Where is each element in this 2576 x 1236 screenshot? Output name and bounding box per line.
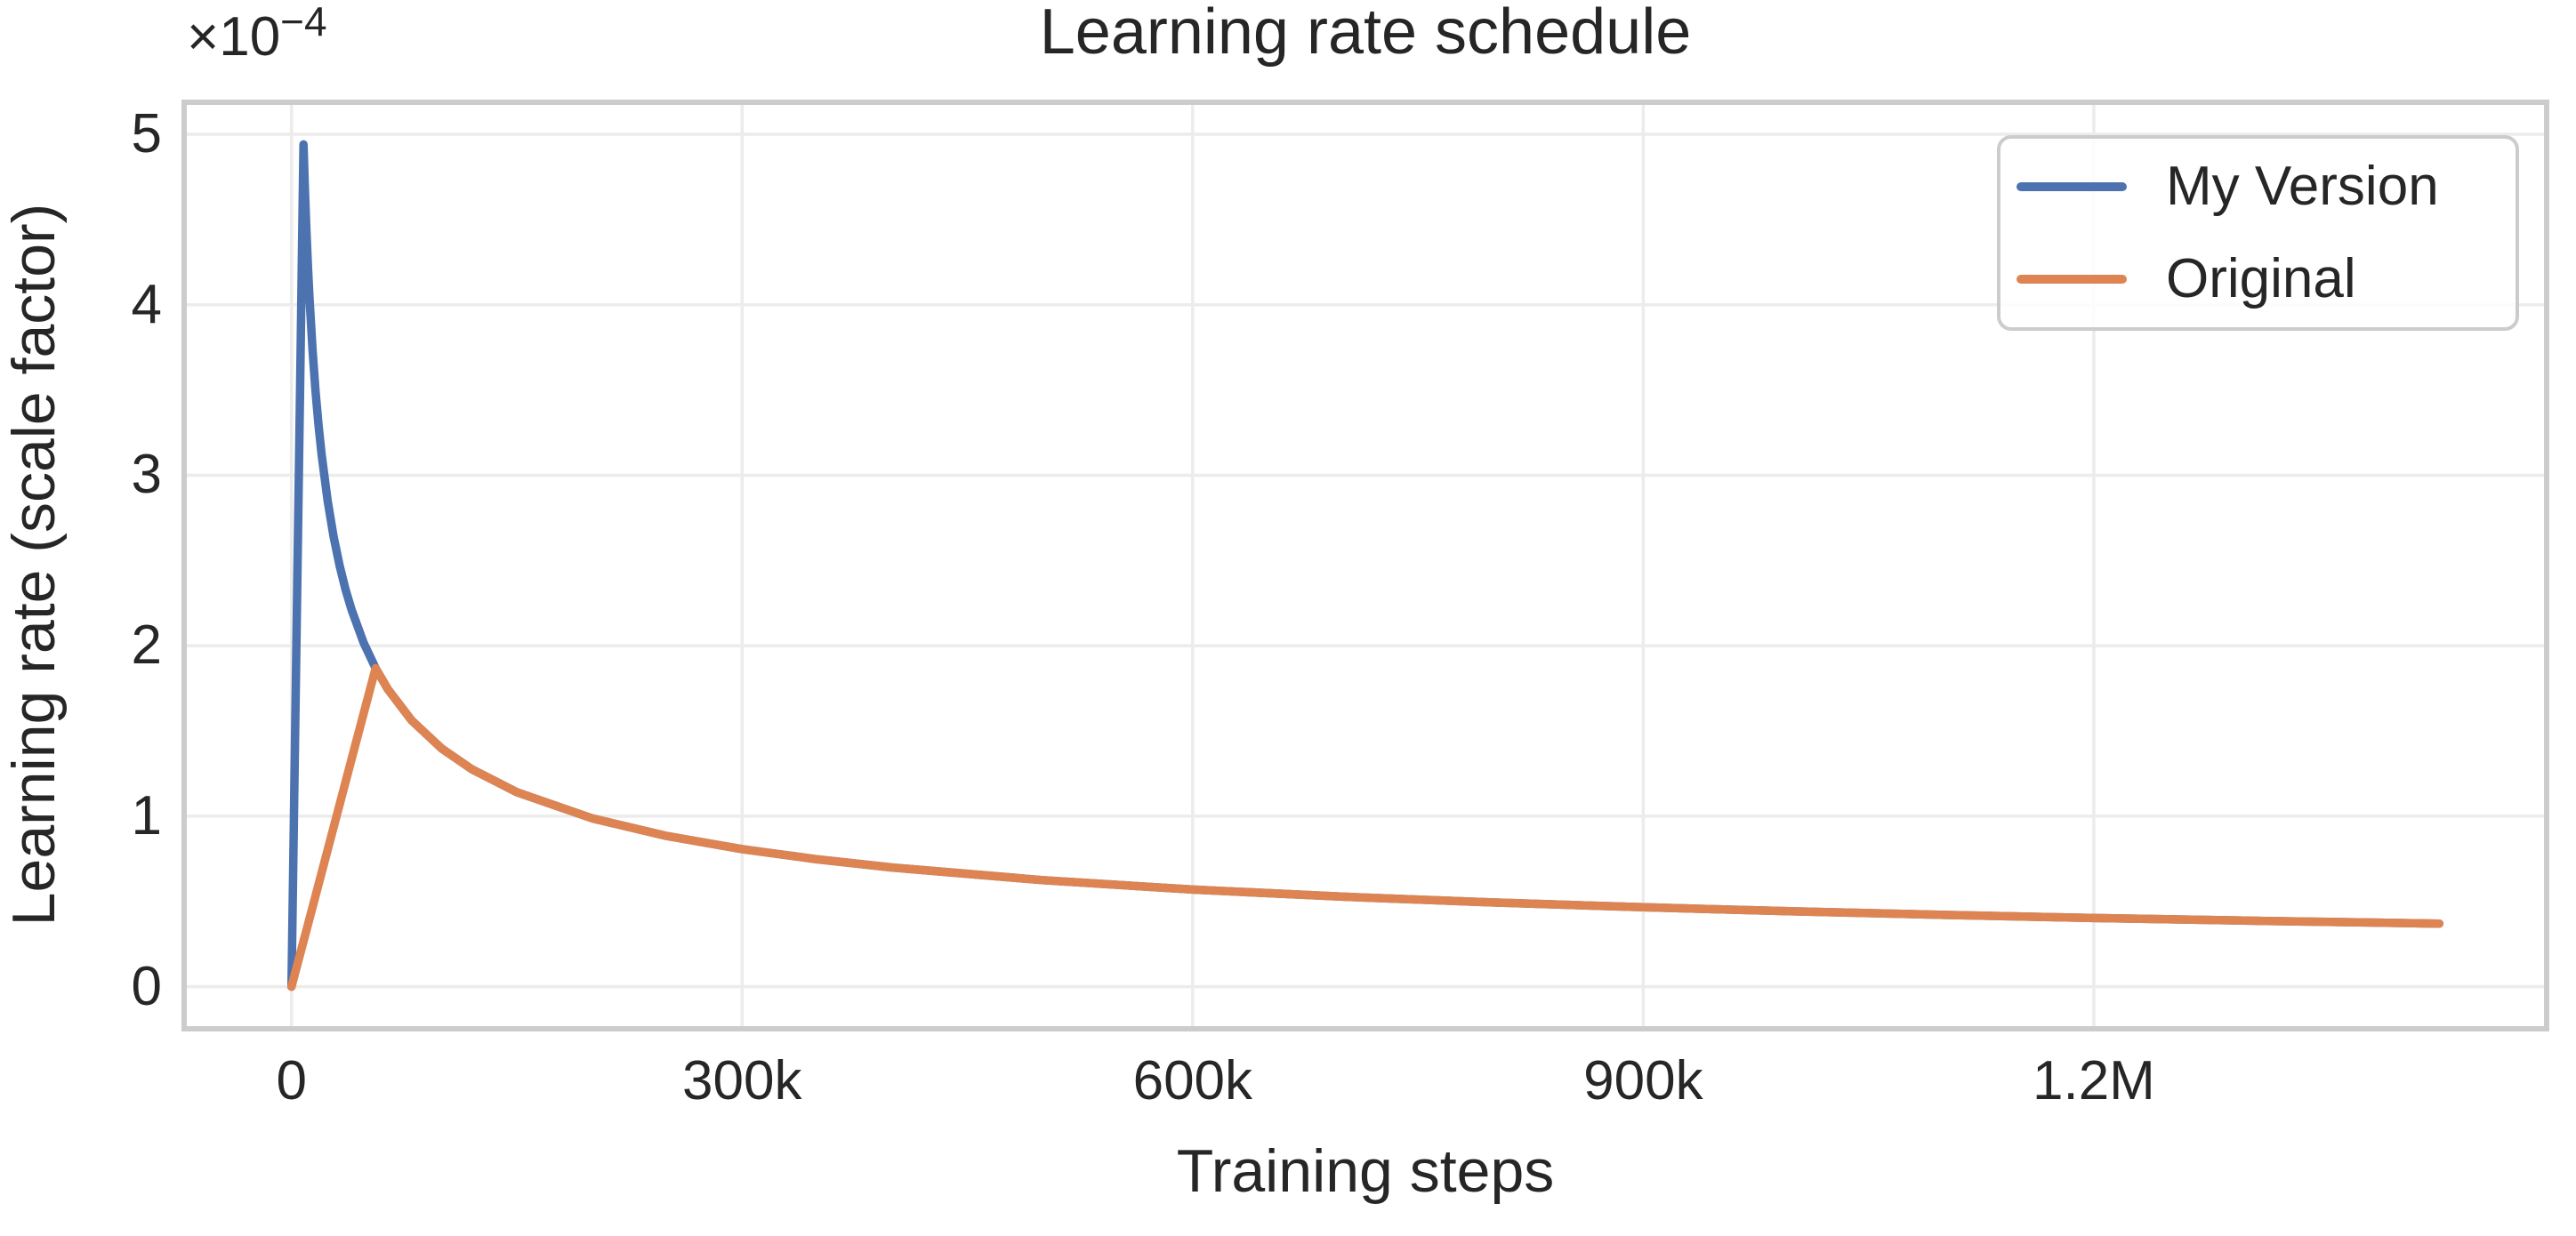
legend-label-original: Original	[2166, 248, 2356, 309]
x-tick-label: 900k	[1583, 1050, 1703, 1112]
offset-base: ×10	[187, 6, 281, 68]
x-tick-label: 0	[276, 1050, 307, 1112]
y-tick-label: 0	[131, 955, 162, 1017]
x-tick-label: 600k	[1132, 1050, 1253, 1112]
x-tick-label: 1.2M	[2032, 1050, 2155, 1112]
x-axis-label: Training steps	[1176, 1137, 1555, 1205]
y-tick-label: 1	[131, 784, 162, 847]
chart-title: Learning rate schedule	[1039, 0, 1692, 68]
offset-exponent: −4	[280, 0, 327, 44]
y-tick-label: 4	[131, 273, 162, 335]
legend-label-my-version: My Version	[2166, 156, 2439, 217]
legend-item-original: Original	[2017, 239, 2494, 319]
legend: My Version Original	[1997, 135, 2519, 331]
y-tick-label: 5	[131, 103, 162, 165]
y-tick-label: 3	[131, 444, 162, 506]
legend-swatch-my-version	[2017, 182, 2127, 191]
legend-swatch-original	[2017, 275, 2127, 284]
y-axis-offset-label: ×10−4	[187, 0, 327, 68]
series-line-original	[286, 663, 2444, 991]
x-tick-label: 300k	[682, 1050, 802, 1112]
plot-frame	[181, 100, 2549, 1031]
legend-item-my-version: My Version	[2017, 147, 2494, 227]
y-axis-label: Learning rate (scale factor)	[0, 203, 68, 927]
y-tick-label: 2	[131, 614, 162, 677]
